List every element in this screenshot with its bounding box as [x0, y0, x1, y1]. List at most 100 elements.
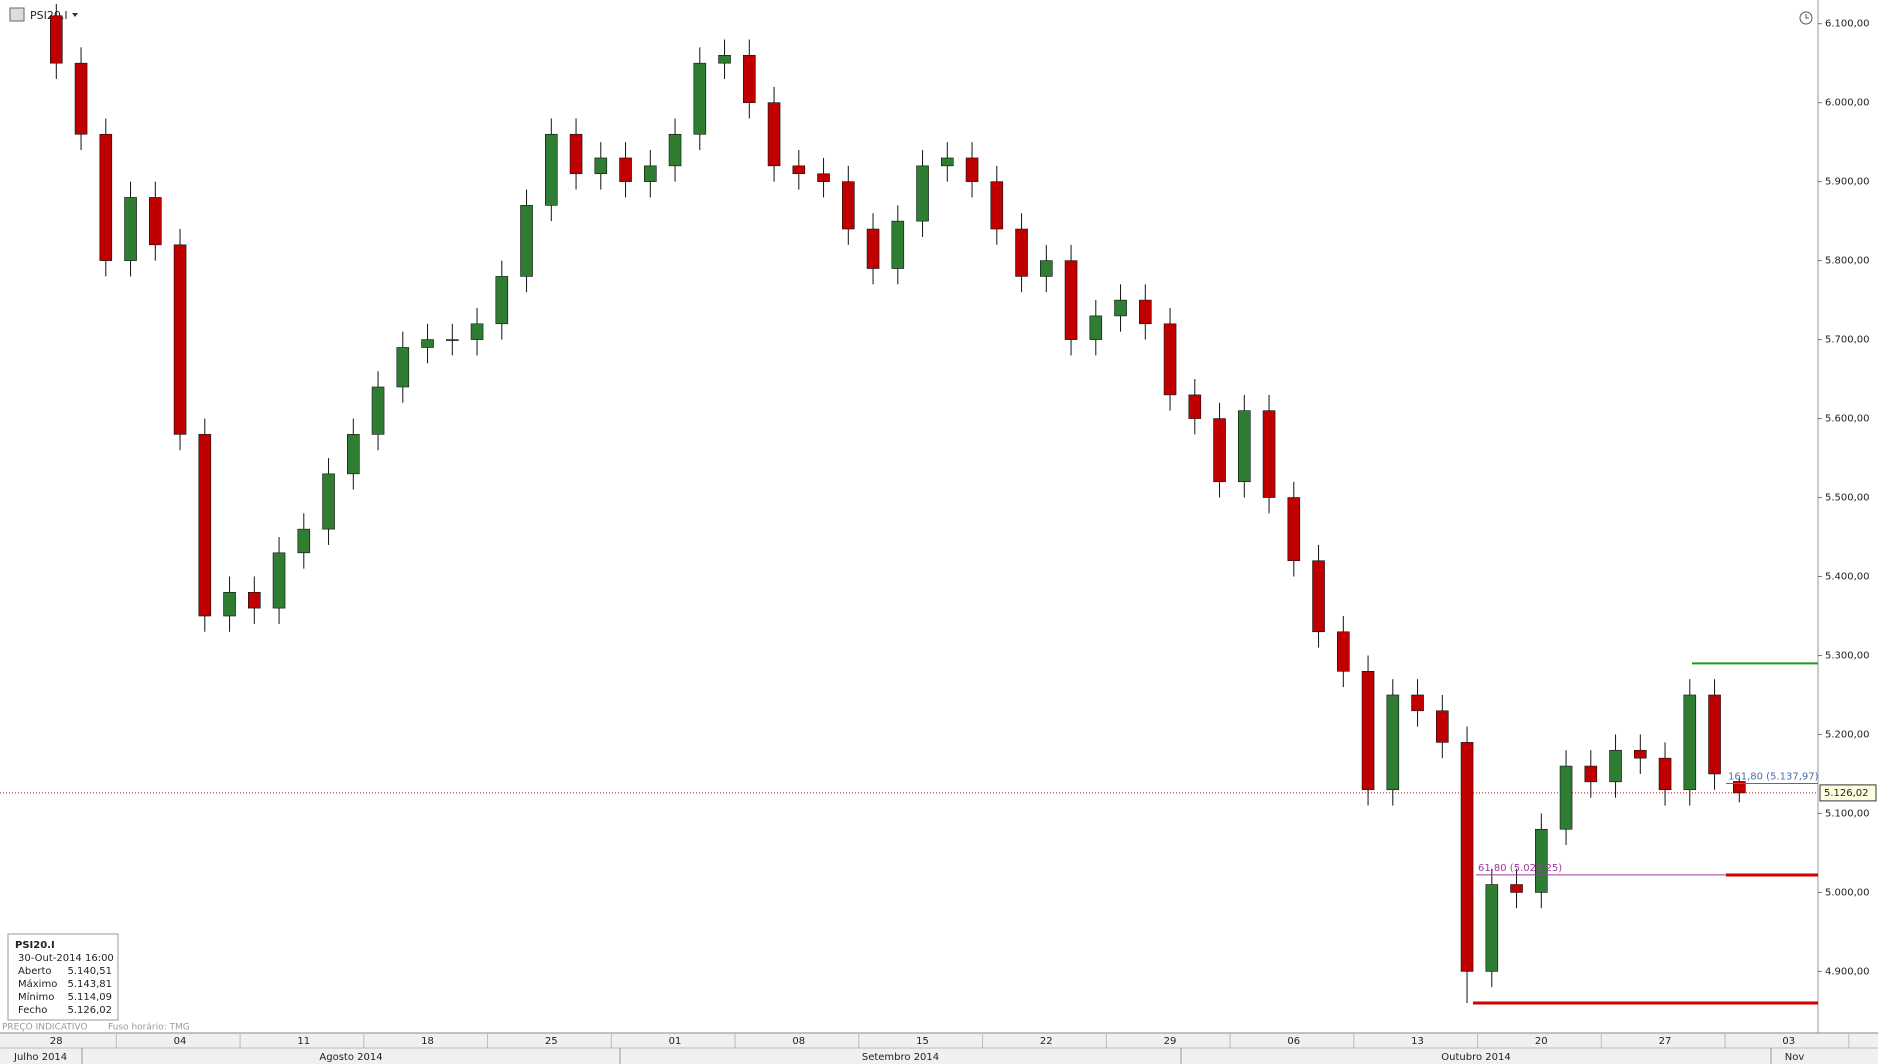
level-label: 161,80 (5.137,97) [1728, 771, 1819, 782]
candle-body [1683, 694, 1697, 791]
month-label: Setembro 2014 [862, 1052, 939, 1063]
candle-body [866, 228, 880, 269]
candle-body [1163, 323, 1177, 396]
x-tick-label: 28 [50, 1036, 63, 1047]
candle-body [470, 323, 484, 340]
x-tick-label: 06 [1287, 1036, 1300, 1047]
month-label: Outubro 2014 [1441, 1052, 1510, 1063]
candle-body [569, 133, 583, 175]
candle-body [1460, 742, 1474, 972]
candle-body [1386, 694, 1400, 791]
info-row-label: Mínimo [18, 991, 54, 1003]
candle-body [1708, 694, 1721, 775]
y-tick-label: 6.000,00 [1825, 98, 1870, 109]
x-tick-label: 04 [174, 1036, 187, 1047]
candle-body [544, 133, 558, 206]
candle-body [1361, 670, 1375, 791]
candle-body [1485, 884, 1499, 972]
candle-body [297, 528, 311, 554]
candle-body [1089, 315, 1103, 340]
candle-body [817, 173, 830, 182]
y-tick-label: 5.800,00 [1825, 256, 1870, 267]
x-tick-label: 01 [669, 1036, 682, 1047]
candle-body [1658, 757, 1672, 791]
candle-body [916, 165, 929, 222]
candle-body [718, 54, 731, 64]
y-tick-label: 6.100,00 [1825, 19, 1870, 30]
candle-body [1114, 299, 1127, 317]
candle-body [619, 157, 632, 182]
dropdown-arrow[interactable] [72, 13, 78, 17]
info-frame [7, 933, 119, 1021]
candle-body [643, 165, 657, 182]
candle-body [965, 157, 979, 182]
x-tick-label: 18 [421, 1036, 434, 1047]
y-tick-label: 4.900,00 [1825, 966, 1870, 977]
last-price-tag [1819, 784, 1877, 802]
info-box: PSI20.I 30-Out-2014 16:00 Aberto 5.140,51 Má… [7, 933, 119, 1021]
candle-body [495, 276, 509, 325]
candle-body [1238, 410, 1251, 483]
info-row-value: 5.140,51 [67, 966, 112, 977]
candle-body [198, 434, 212, 617]
x-tick-label: 13 [1411, 1036, 1424, 1047]
clock-hand [1805, 14, 1809, 19]
last-price-label: 5.126,02 [1824, 788, 1869, 799]
y-tick-label: 5.700,00 [1825, 335, 1870, 346]
info-row-label: Aberto [18, 966, 52, 977]
candle-body [940, 157, 954, 167]
y-tick-label: 5.300,00 [1825, 650, 1870, 661]
x-tick-label: 08 [792, 1036, 805, 1047]
candle-body [99, 133, 113, 261]
x-tick-label: 29 [1164, 1036, 1177, 1047]
candle-body [173, 244, 187, 435]
y-tick-label: 5.400,00 [1825, 572, 1870, 583]
candle-body [272, 552, 286, 609]
candle-body [1015, 228, 1028, 277]
candle-body [1510, 884, 1523, 893]
candle-body [1287, 497, 1301, 562]
candle-body [520, 205, 533, 277]
candle-body [767, 102, 781, 167]
candle-body [1609, 749, 1622, 783]
candle-body [1312, 560, 1325, 633]
candle-body [1040, 260, 1053, 277]
candle-body [223, 592, 236, 617]
candle-body [396, 347, 410, 388]
candle-body [1436, 710, 1449, 743]
y-tick-label: 5.000,00 [1825, 887, 1870, 898]
candle-body [1064, 260, 1078, 340]
candle-body [346, 434, 360, 475]
x-tick-label: 22 [1040, 1036, 1053, 1047]
footer-note: PREÇO INDICATIVO [2, 1023, 88, 1033]
x-tick-label: 03 [1782, 1036, 1795, 1047]
candle-body [445, 339, 459, 341]
candle-body [1188, 394, 1202, 419]
info-row-value: 5.114,09 [67, 992, 112, 1003]
info-row-label: Máximo [18, 978, 57, 990]
candle-body [693, 62, 707, 135]
candle-body [792, 165, 806, 175]
candle-body [742, 54, 756, 103]
info-row-value: 5.143,81 [67, 979, 112, 990]
candle-body [1634, 749, 1647, 759]
month-label: Julho 2014 [13, 1052, 67, 1063]
candle-body [322, 473, 335, 530]
candle-body [594, 157, 608, 175]
y-tick-label: 5.600,00 [1825, 414, 1870, 425]
x-tick-label: 11 [297, 1036, 310, 1047]
footer-note: Fuso horário: TMG [108, 1023, 190, 1033]
candle-body [990, 181, 1004, 230]
month-label: Agosto 2014 [319, 1052, 382, 1063]
month-label: Nov [1785, 1052, 1805, 1063]
candle-body [1411, 694, 1424, 712]
x-tick-label: 25 [545, 1036, 558, 1047]
symbol-icon[interactable] [9, 7, 25, 22]
candle-body [1262, 410, 1276, 498]
candle-body [1584, 765, 1598, 783]
x-tick-label: 15 [916, 1036, 929, 1047]
candle-body [1733, 781, 1746, 794]
candle-body [841, 181, 855, 230]
